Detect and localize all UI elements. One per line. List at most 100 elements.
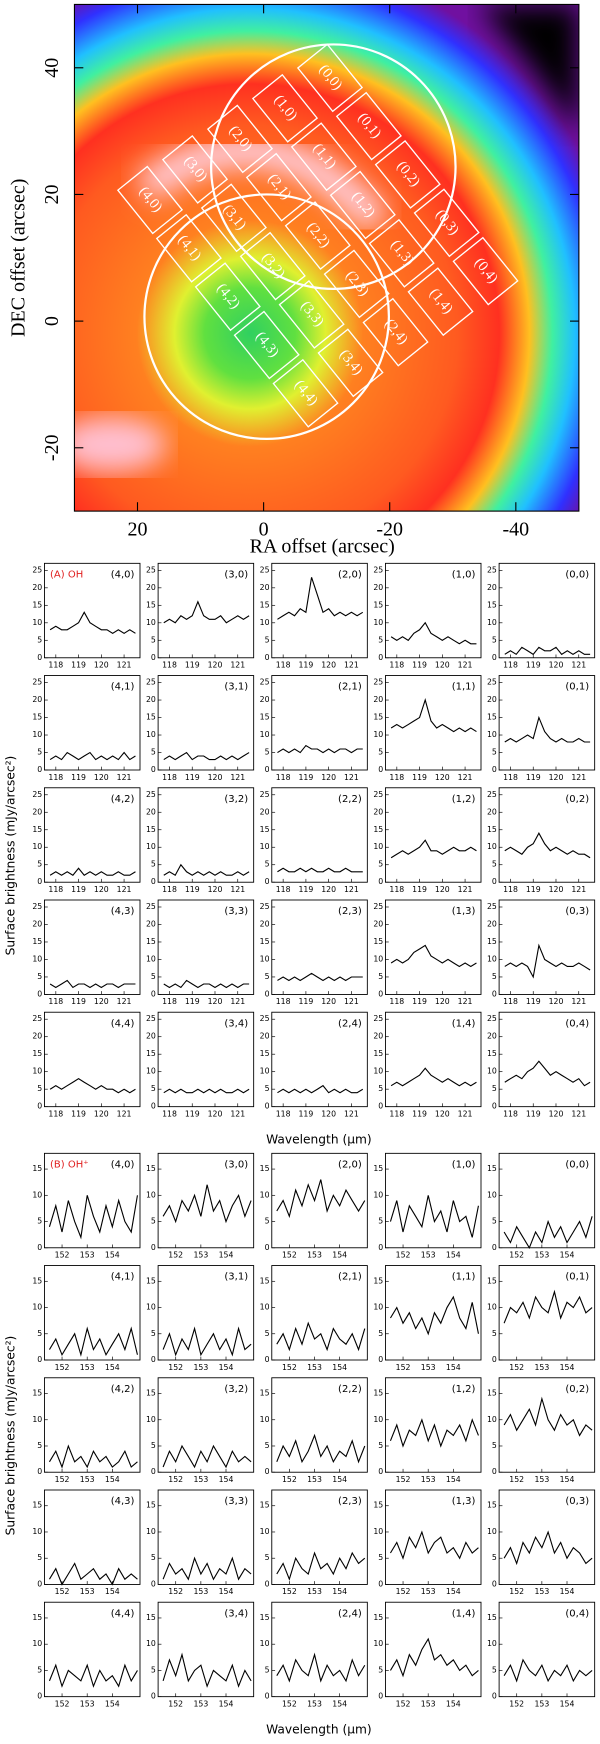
x-tick-label: 121	[117, 661, 132, 670]
y-tick-label: 0	[378, 1467, 383, 1476]
y-tick-label: 10	[146, 730, 156, 739]
y-tick-label: 15	[260, 1501, 270, 1510]
y-tick-label: 15	[32, 1049, 42, 1058]
panel-frame	[498, 1489, 596, 1585]
y-tick-label: 10	[487, 1639, 497, 1648]
panel-frame	[157, 1011, 255, 1108]
y-tick-label: 5	[492, 1553, 497, 1562]
panel-frame	[384, 1265, 482, 1361]
y-tick-label: 20	[260, 919, 270, 928]
y-tick-label: 25	[260, 902, 270, 911]
y-tick-label: 5	[151, 1084, 156, 1093]
x-tick-label: 118	[162, 661, 177, 670]
y-tick-label: 10	[146, 1415, 156, 1424]
panel-label: (1,2)	[452, 1384, 476, 1395]
y-tick-label: 20	[32, 919, 42, 928]
panel-frame	[44, 899, 141, 995]
y-tick-label: 10	[373, 618, 383, 627]
x-tick-label: 154	[105, 1475, 120, 1484]
x-tick-label: 120	[208, 661, 223, 670]
x-tick-label: 119	[298, 661, 313, 670]
x-tick-label: 153	[307, 1699, 322, 1708]
aperture-box	[317, 328, 384, 398]
y-tick-label: 5	[151, 1217, 156, 1226]
x-tick-label: 121	[117, 885, 132, 894]
x-tick-label: 118	[503, 1109, 518, 1118]
panel-label: (3,2)	[224, 794, 248, 805]
y-tick-label: 20	[146, 583, 156, 592]
aperture-box	[233, 310, 300, 380]
y-tick-label: 10	[260, 842, 270, 851]
y-tick-label: 10	[487, 1527, 497, 1536]
y-tick-label: 20	[260, 1032, 270, 1041]
x-tick-label: 153	[193, 1699, 208, 1708]
y-tick-label: 10	[487, 954, 497, 963]
y-tick-label: 5	[151, 635, 156, 644]
panel-label: (1,1)	[452, 682, 476, 693]
panel-frame	[44, 1011, 141, 1108]
x-tick-label: 153	[307, 1475, 322, 1484]
aperture-box	[407, 267, 474, 337]
y-tick-label: 5	[37, 1553, 42, 1562]
panel-frame	[157, 899, 255, 995]
panel-label: (3,3)	[224, 1496, 248, 1507]
y-tick-label: 10	[32, 618, 42, 627]
x-tick-label: 153	[534, 1251, 549, 1260]
x-tick-label: 118	[162, 885, 177, 894]
x-tick-label: 121	[571, 1109, 586, 1118]
y-tick-label: 15	[487, 1276, 497, 1285]
x-tick-label: 119	[185, 773, 200, 782]
x-tick-label: 153	[80, 1699, 95, 1708]
x-tick-label: 154	[219, 1363, 234, 1372]
y-tick-label: 5	[378, 972, 383, 981]
x-tick-label: 118	[162, 773, 177, 782]
x-tick-label: 153	[307, 1587, 322, 1596]
aperture-box	[155, 213, 222, 283]
x-tick-label: 120	[321, 997, 336, 1006]
x-tick-label: 119	[526, 661, 541, 670]
panel-label: (4,4)	[111, 1608, 135, 1619]
y-tick-label: 15	[260, 937, 270, 946]
y-tick-label: 5	[378, 1329, 383, 1338]
y-tick-label: 20	[32, 807, 42, 816]
x-tick-label: 154	[560, 1699, 575, 1708]
y-tick-label: 25	[487, 678, 497, 687]
y-tick-label: 5	[265, 1329, 270, 1338]
spectrum	[276, 1179, 366, 1219]
y-tick-label: 5	[265, 1665, 270, 1674]
aperture-box	[368, 218, 435, 288]
spectrum	[163, 979, 250, 989]
spectrum	[390, 839, 477, 859]
y-tick-label: 0	[151, 1579, 156, 1588]
y-tick-label: 5	[37, 972, 42, 981]
panel-label: (0,3)	[565, 1496, 589, 1507]
x-tick-label: 154	[446, 1587, 461, 1596]
spectrum	[277, 744, 363, 754]
y-tick-label: 0	[151, 1243, 156, 1252]
y-tick-label: 15	[260, 1164, 270, 1173]
y-tick-label: 10	[487, 618, 497, 627]
spectrum	[276, 1652, 366, 1683]
panel-label: (2,3)	[338, 1496, 362, 1507]
panel-frame	[44, 1152, 141, 1249]
spectrum	[162, 1556, 252, 1581]
aperture-box	[245, 152, 312, 222]
y-tick-label: 20	[487, 919, 497, 928]
x-tick-label: 153	[421, 1475, 436, 1484]
spectrum	[48, 1326, 138, 1357]
y-tick-label: 25	[373, 565, 383, 574]
x-tick-label: 120	[208, 1109, 223, 1118]
y-tick-label: 10	[32, 1415, 42, 1424]
x-tick-label: 152	[282, 1475, 297, 1484]
x-tick-label: 118	[48, 885, 63, 894]
y-tick-label: 20	[373, 919, 383, 928]
y-tick-label: 25	[260, 678, 270, 687]
section-tag: (B) OH⁺	[50, 1159, 89, 1170]
y-tick-label: 10	[260, 618, 270, 627]
y-tick-label: 10	[487, 1067, 497, 1076]
aperture-box	[251, 73, 319, 143]
x-tick-label: 152	[168, 1699, 183, 1708]
spectrum	[390, 944, 477, 968]
y-tick-label: 0	[492, 1579, 497, 1588]
x-tick-label: 152	[282, 1363, 297, 1372]
